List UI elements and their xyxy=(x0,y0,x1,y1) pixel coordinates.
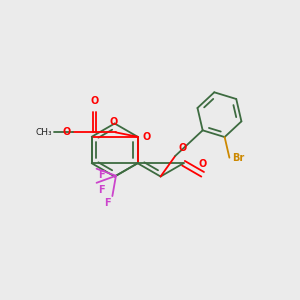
Text: F: F xyxy=(98,170,105,180)
Text: F: F xyxy=(104,197,111,208)
Text: O: O xyxy=(110,117,118,127)
Text: O: O xyxy=(62,127,71,137)
Text: O: O xyxy=(199,159,207,169)
Text: CH₃: CH₃ xyxy=(36,128,52,137)
Text: O: O xyxy=(179,143,187,153)
Text: Br: Br xyxy=(232,153,244,163)
Text: O: O xyxy=(143,132,151,142)
Text: F: F xyxy=(98,185,105,195)
Text: O: O xyxy=(90,96,98,106)
